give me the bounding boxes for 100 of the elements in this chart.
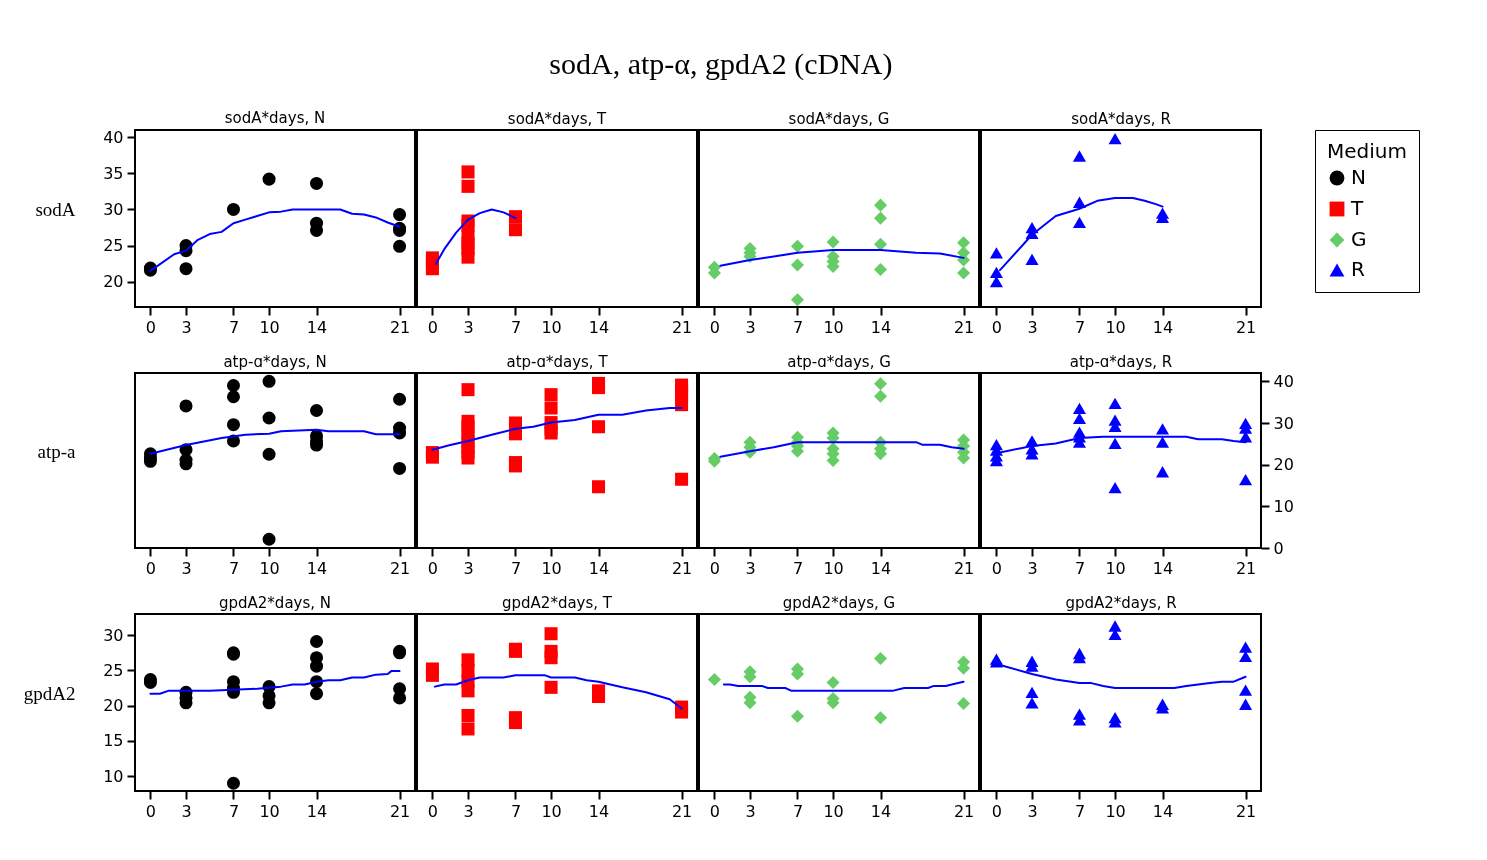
x-tick-label: 21 [1235, 801, 1257, 821]
x-tick-label: 3 [745, 558, 756, 578]
y-tick-label: 20 [103, 272, 124, 292]
x-tick-label: 3 [181, 801, 192, 821]
x-tick-label: 10 [1105, 317, 1126, 337]
x-tick-label: 3 [463, 801, 474, 821]
x-tick-label: 0 [145, 317, 157, 337]
x-tick-label: 14 [1152, 317, 1174, 337]
y-tick-label: 15 [103, 731, 124, 751]
chart-subtitle: sodA*days, G [788, 110, 890, 128]
chart-subtitle: gpdA2*days, G [782, 594, 896, 612]
x-tick-label: 21 [389, 558, 411, 578]
x-tick-label: 7 [228, 801, 240, 821]
chart-subtitle: gpdA2*days, R [1065, 594, 1177, 612]
x-tick-label: 10 [541, 317, 562, 337]
chart-subtitle: gpdA2*days, N [218, 594, 332, 612]
x-tick-label: 14 [306, 317, 328, 337]
x-tick-label: 3 [463, 317, 474, 337]
x-tick-label: 10 [259, 558, 280, 578]
x-tick-label: 0 [709, 558, 721, 578]
x-tick-label: 21 [389, 801, 411, 821]
x-tick-label: 7 [510, 558, 522, 578]
chart-subtitle: sodA*days, N [224, 109, 326, 128]
y-tick-label: 0 [1273, 538, 1284, 558]
x-tick-label: 0 [427, 317, 439, 337]
x-tick-label: 10 [1105, 558, 1126, 578]
x-tick-label: 0 [427, 558, 439, 578]
x-tick-label: 21 [953, 317, 975, 337]
y-tick-label: 10 [103, 766, 124, 786]
x-tick-label: 7 [1074, 317, 1086, 337]
y-tick-label: 30 [1273, 413, 1294, 433]
legend-label: N [1351, 165, 1366, 189]
x-tick-label: 10 [823, 801, 844, 821]
chart-subtitle: sodA*days, T [507, 110, 608, 128]
x-tick-label: 10 [823, 317, 844, 337]
x-tick-label: 3 [1027, 558, 1038, 578]
x-tick-label: 3 [181, 558, 192, 578]
y-tick-label: 20 [103, 696, 124, 716]
chart-subtitle: atp-ɑ*days, R [1069, 353, 1173, 371]
y-tick-label: 25 [103, 236, 124, 256]
x-tick-label: 14 [1152, 558, 1174, 578]
x-tick-label: 0 [145, 801, 157, 821]
y-tick-label: 30 [103, 625, 124, 645]
x-tick-label: 7 [1074, 801, 1086, 821]
x-tick-label: 14 [1152, 801, 1174, 821]
x-tick-label: 10 [259, 317, 280, 337]
x-tick-label: 14 [588, 801, 610, 821]
x-tick-label: 3 [463, 558, 474, 578]
chart-subtitle: atp-ɑ*days, G [787, 353, 891, 371]
x-tick-label: 14 [870, 558, 892, 578]
x-tick-label: 7 [792, 801, 804, 821]
y-tick-label: 25 [103, 660, 124, 680]
x-tick-label: 0 [991, 558, 1003, 578]
x-tick-label: 3 [181, 317, 192, 337]
x-tick-label: 10 [823, 558, 844, 578]
x-tick-label: 14 [870, 317, 892, 337]
x-tick-label: 7 [228, 317, 240, 337]
x-tick-label: 0 [427, 801, 439, 821]
x-tick-label: 3 [1027, 801, 1038, 821]
x-tick-label: 7 [1074, 558, 1086, 578]
x-tick-label: 3 [745, 317, 756, 337]
x-tick-label: 7 [228, 558, 240, 578]
x-tick-label: 21 [671, 558, 693, 578]
x-tick-label: 3 [745, 801, 756, 821]
x-tick-label: 0 [991, 317, 1003, 337]
x-tick-label: 3 [1027, 317, 1038, 337]
legend-title: Medium [1327, 139, 1407, 163]
x-tick-label: 21 [953, 801, 975, 821]
legend-label: T [1350, 196, 1364, 220]
legend-label: G [1351, 227, 1367, 251]
x-tick-label: 21 [671, 317, 693, 337]
x-tick-label: 0 [145, 558, 157, 578]
chart-subtitle: atp-ɑ*days, T [506, 353, 609, 371]
x-tick-label: 21 [671, 801, 693, 821]
y-tick-label: 10 [1273, 496, 1294, 516]
x-tick-label: 21 [389, 317, 411, 337]
chart-subtitle: gpdA2*days, T [502, 594, 613, 612]
x-tick-label: 14 [870, 801, 892, 821]
x-tick-label: 10 [541, 801, 562, 821]
y-tick-label: 35 [103, 163, 124, 183]
y-axis-title: atp-a [37, 441, 77, 463]
x-tick-label: 7 [792, 317, 804, 337]
x-tick-label: 7 [510, 317, 522, 337]
x-tick-label: 0 [991, 801, 1003, 821]
x-tick-label: 21 [953, 558, 975, 578]
x-tick-label: 10 [541, 558, 562, 578]
chart-subtitle: sodA*days, R [1071, 110, 1171, 128]
y-tick-label: 30 [103, 199, 124, 219]
text: sodA, atp-α, gpdA2 (cDNA) [549, 47, 893, 82]
x-tick-label: 14 [306, 558, 328, 578]
y-tick-label: 40 [103, 127, 124, 147]
y-axis-title: sodA [35, 199, 76, 221]
x-tick-label: 21 [1235, 558, 1257, 578]
y-tick-label: 40 [1273, 371, 1294, 391]
x-tick-label: 10 [259, 801, 280, 821]
y-axis-title: gpdA2 [23, 683, 76, 705]
x-tick-label: 0 [709, 317, 721, 337]
x-tick-label: 0 [709, 801, 721, 821]
x-tick-label: 10 [1105, 801, 1126, 821]
legend-label: R [1351, 257, 1365, 281]
